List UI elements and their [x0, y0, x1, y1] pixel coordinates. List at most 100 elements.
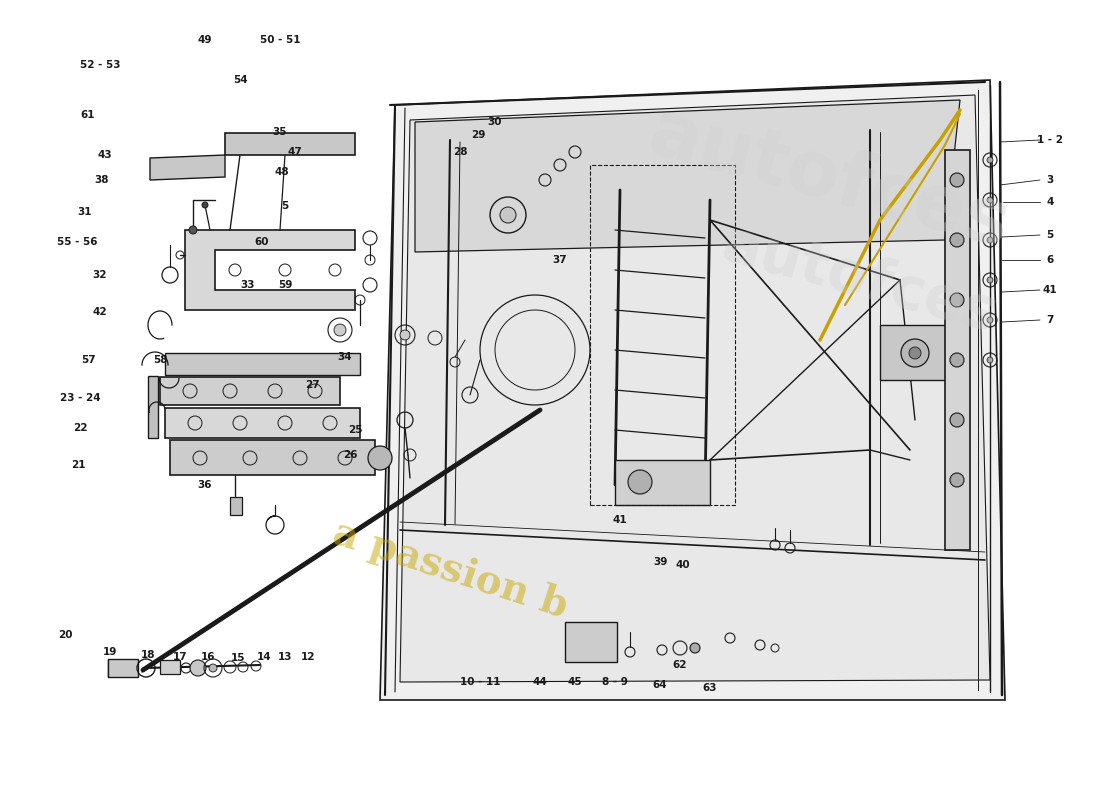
Text: 30: 30: [487, 117, 503, 127]
Bar: [160, 377, 340, 405]
Text: 4: 4: [1046, 197, 1054, 207]
Bar: [108, 659, 138, 677]
Text: 20: 20: [57, 630, 73, 640]
Polygon shape: [400, 95, 990, 682]
Text: 40: 40: [675, 560, 691, 570]
Circle shape: [950, 473, 964, 487]
Text: 49: 49: [198, 35, 212, 45]
Bar: [160, 660, 180, 674]
Text: a passion b: a passion b: [328, 514, 572, 626]
Circle shape: [987, 277, 993, 283]
Text: autofces: autofces: [716, 216, 1004, 344]
Text: 19: 19: [102, 647, 118, 657]
Text: 44: 44: [532, 677, 548, 687]
Text: 47: 47: [287, 147, 303, 157]
Circle shape: [202, 202, 208, 208]
Text: 16: 16: [200, 652, 216, 662]
Text: 39: 39: [652, 557, 668, 567]
Circle shape: [987, 237, 993, 243]
Text: 26: 26: [343, 450, 358, 460]
Bar: [590, 165, 735, 505]
Polygon shape: [185, 230, 355, 310]
Circle shape: [628, 470, 652, 494]
Text: 63: 63: [703, 683, 717, 693]
Text: 57: 57: [80, 355, 96, 365]
Text: 32: 32: [92, 270, 108, 280]
Circle shape: [950, 173, 964, 187]
Text: 28: 28: [453, 147, 468, 157]
Text: 10 - 11: 10 - 11: [460, 677, 500, 687]
Text: 21: 21: [70, 460, 86, 470]
Bar: [165, 408, 360, 438]
Text: 37: 37: [552, 255, 568, 265]
Polygon shape: [150, 155, 226, 180]
Text: 13: 13: [277, 652, 293, 662]
Text: 50 - 51: 50 - 51: [260, 35, 300, 45]
Circle shape: [950, 413, 964, 427]
Text: 48: 48: [275, 167, 289, 177]
Text: 43: 43: [98, 150, 112, 160]
Text: 8 - 9: 8 - 9: [602, 677, 628, 687]
Text: 5: 5: [282, 201, 288, 211]
Text: 58: 58: [153, 355, 167, 365]
Text: 41: 41: [613, 515, 627, 525]
Text: 54: 54: [233, 75, 248, 85]
Circle shape: [500, 207, 516, 223]
Text: 31: 31: [78, 207, 92, 217]
Circle shape: [901, 339, 930, 367]
Text: 45: 45: [568, 677, 582, 687]
Text: 3: 3: [1046, 175, 1054, 185]
Text: 23 - 24: 23 - 24: [59, 393, 100, 403]
Circle shape: [209, 664, 217, 672]
Text: 7: 7: [1046, 315, 1054, 325]
Circle shape: [950, 353, 964, 367]
Circle shape: [334, 324, 346, 336]
Text: 34: 34: [338, 352, 352, 362]
Text: 22: 22: [73, 423, 87, 433]
Bar: [565, 622, 617, 662]
Text: 18: 18: [141, 650, 155, 660]
Text: 17: 17: [173, 652, 187, 662]
Polygon shape: [379, 80, 1005, 700]
Circle shape: [950, 293, 964, 307]
Bar: [615, 460, 710, 505]
Text: 64: 64: [652, 680, 668, 690]
Text: 36: 36: [198, 480, 212, 490]
Bar: [880, 325, 950, 380]
Text: 33: 33: [241, 280, 255, 290]
Text: 55 - 56: 55 - 56: [57, 237, 97, 247]
Circle shape: [950, 233, 964, 247]
Text: 62: 62: [673, 660, 688, 670]
Bar: [170, 440, 375, 475]
Text: 29: 29: [471, 130, 485, 140]
Text: 42: 42: [92, 307, 108, 317]
Text: 41: 41: [1043, 285, 1057, 295]
Text: 60: 60: [255, 237, 270, 247]
Text: 35: 35: [273, 127, 287, 137]
Circle shape: [987, 157, 993, 163]
Text: 25: 25: [348, 425, 362, 435]
Text: autofces: autofces: [641, 96, 1019, 264]
Text: 12: 12: [300, 652, 316, 662]
Bar: [165, 353, 360, 375]
Text: 61: 61: [80, 110, 96, 120]
Text: 59: 59: [278, 280, 293, 290]
Text: 15: 15: [231, 653, 245, 663]
Bar: [226, 133, 355, 155]
Circle shape: [400, 330, 410, 340]
Bar: [148, 376, 158, 438]
Circle shape: [987, 357, 993, 363]
Text: 38: 38: [95, 175, 109, 185]
Circle shape: [909, 347, 921, 359]
Circle shape: [690, 643, 700, 653]
Text: 1 - 2: 1 - 2: [1037, 135, 1063, 145]
Text: 14: 14: [256, 652, 272, 662]
Circle shape: [368, 446, 392, 470]
Bar: [945, 150, 970, 550]
Circle shape: [987, 317, 993, 323]
Text: 5: 5: [1046, 230, 1054, 240]
Polygon shape: [415, 100, 960, 252]
Text: 6: 6: [1046, 255, 1054, 265]
Circle shape: [987, 197, 993, 203]
Text: 27: 27: [305, 380, 319, 390]
